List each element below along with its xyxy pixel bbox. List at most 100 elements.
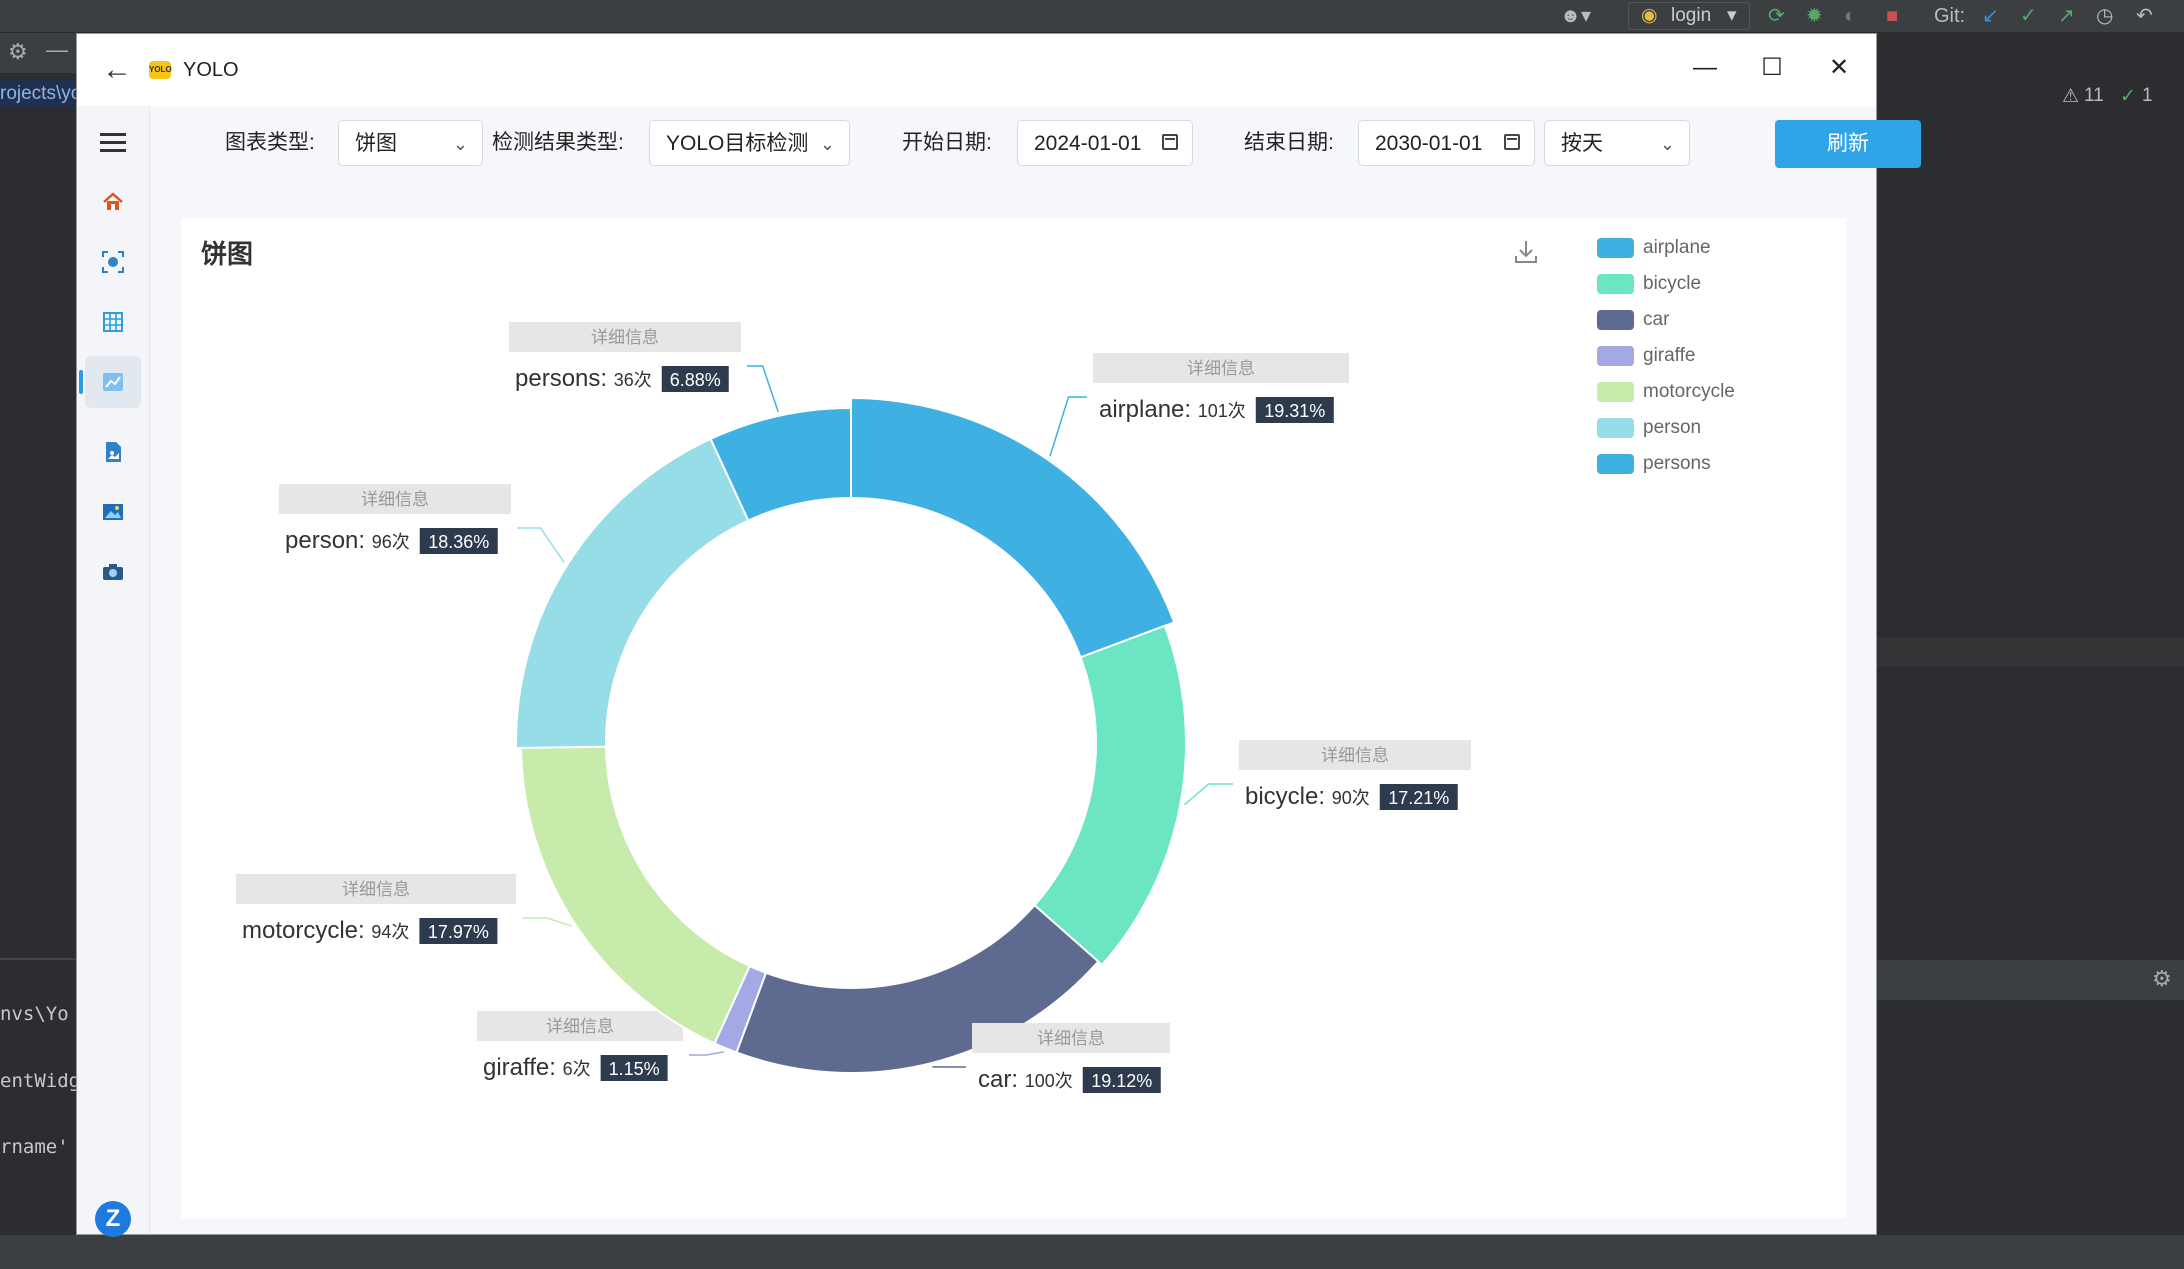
end-date-value: 2030-01-01 xyxy=(1375,132,1483,155)
label-text: airplane: 101次 xyxy=(1099,396,1246,423)
result-type-select[interactable]: YOLO目标检测 ⌄ xyxy=(649,120,850,166)
percent-badge-bg xyxy=(1082,1067,1161,1093)
legend-label: person xyxy=(1643,417,1702,438)
close-button[interactable]: ✕ xyxy=(1828,54,1850,81)
label-header-bg xyxy=(972,1023,1170,1053)
legend-swatch xyxy=(1597,310,1634,330)
legend-swatch xyxy=(1597,346,1634,366)
history-icon[interactable]: ◷ xyxy=(2096,5,2114,27)
python-icon: ◉ xyxy=(1641,5,1658,26)
code-line: entWidg xyxy=(0,1070,77,1092)
ide-status-bar xyxy=(0,1235,2184,1269)
download-icon[interactable] xyxy=(1512,238,1540,266)
leader-line xyxy=(689,1051,725,1056)
label-header: 详细信息 xyxy=(591,328,659,347)
sidebar-item-video[interactable] xyxy=(85,546,141,598)
maximize-button[interactable]: ☐ xyxy=(1761,54,1783,81)
git-commit-icon[interactable]: ✓ xyxy=(2020,5,2037,27)
chart-title: 饼图 xyxy=(201,239,254,269)
hamburger-icon xyxy=(100,128,126,157)
sidebar-item-home[interactable] xyxy=(85,176,141,228)
refresh-button[interactable]: 刷新 xyxy=(1775,120,1921,168)
sidebar: Z xyxy=(77,106,150,1237)
git-update-icon[interactable]: ↙ xyxy=(1982,5,1999,27)
chevron-down-icon: ⌄ xyxy=(819,134,835,154)
rerun-icon[interactable]: ⟳ xyxy=(1768,5,1785,27)
legend-label: motorcycle xyxy=(1643,381,1735,402)
project-path: rojects\yo xyxy=(0,80,77,108)
minimize-button[interactable]: — xyxy=(1693,54,1717,81)
label-text: persons: 36次 xyxy=(515,365,652,392)
slice-persons xyxy=(709,406,852,522)
back-arrow-icon[interactable]: ← xyxy=(102,53,132,86)
sidebar-item-chart[interactable] xyxy=(79,356,141,408)
percent-badge: 1.15% xyxy=(609,1059,660,1079)
chart-type-value: 饼图 xyxy=(355,132,397,155)
ide-editor-strip xyxy=(0,33,77,1269)
percent-badge: 18.36% xyxy=(428,532,489,552)
label-header: 详细信息 xyxy=(361,490,429,509)
title-bar: ← YOLO YOLO — ☐ ✕ xyxy=(77,34,1876,106)
home-icon xyxy=(103,192,123,210)
code-line: rname' xyxy=(0,1136,69,1158)
menu-toggle-button[interactable] xyxy=(85,116,141,168)
chevron-down-icon: ▾ xyxy=(1727,5,1737,26)
chart-panel: 饼图 airplane bicycle car giraffe motorcycle pe… xyxy=(181,218,1846,1218)
label-text: motorcycle: 94次 xyxy=(242,917,409,944)
warning-icon: ⚠ xyxy=(2062,86,2080,107)
percent-badge-bg xyxy=(419,918,498,944)
run-config-dropdown[interactable]: ◉ login ▾ xyxy=(1628,2,1750,30)
granularity-value: 按天 xyxy=(1561,132,1603,155)
chart-type-label: 图表类型: xyxy=(225,131,315,154)
app-logo: YOLO xyxy=(149,61,172,79)
debug-icon[interactable]: ✹ xyxy=(1806,5,1823,27)
start-date-value: 2024-01-01 xyxy=(1034,132,1142,155)
chart-type-select[interactable]: 饼图 ⌄ xyxy=(338,120,483,166)
slice-label-person: 详细信息 person: 96次 18.36% xyxy=(279,484,511,554)
calendar-icon[interactable] xyxy=(1162,134,1178,150)
slice-motorcycle xyxy=(520,745,751,1045)
percent-badge: 17.21% xyxy=(1388,788,1449,808)
calendar-icon[interactable] xyxy=(1504,134,1520,150)
slice-label-motorcycle: 详细信息 motorcycle: 94次 17.97% xyxy=(236,874,516,944)
granularity-select[interactable]: 按天 ⌄ xyxy=(1544,120,1690,166)
sidebar-item-image[interactable] xyxy=(85,426,141,478)
end-date-input[interactable]: 2030-01-01 xyxy=(1358,120,1535,166)
gear-icon[interactable]: ⚙ xyxy=(8,39,28,64)
git-push-icon[interactable]: ↗ xyxy=(2058,5,2075,27)
label-header-bg xyxy=(236,874,516,904)
legend-label: car xyxy=(1643,309,1670,330)
slice-label-persons: 详细信息 persons: 36次 6.88% xyxy=(509,322,741,392)
code-line: nvs\Yo xyxy=(0,1003,69,1025)
label-header-bg xyxy=(279,484,511,514)
legend-swatch xyxy=(1597,238,1634,258)
slice-label-car: 详细信息 car: 100次 19.12% xyxy=(972,1023,1170,1093)
sidebar-item-detect[interactable] xyxy=(85,236,141,288)
legend-label: persons xyxy=(1643,453,1711,474)
z-logo-icon[interactable]: Z xyxy=(95,1201,131,1237)
run-config-label: login xyxy=(1671,5,1712,26)
minimize-icon[interactable]: — xyxy=(46,37,68,62)
slice-label-airplane: 详细信息 airplane: 101次 19.31% xyxy=(1093,353,1349,423)
ide-bottom-toolbar: ⚙ xyxy=(1876,960,2184,1000)
leader-line xyxy=(1049,396,1087,457)
start-date-input[interactable]: 2024-01-01 xyxy=(1017,120,1193,166)
ide-project-toolbar: ⚙ — xyxy=(0,33,77,73)
rollback-icon[interactable]: ↶ xyxy=(2136,5,2153,27)
legend-label: airplane xyxy=(1643,237,1711,258)
percent-badge: 19.12% xyxy=(1091,1071,1152,1091)
sidebar-item-gallery[interactable] xyxy=(85,486,141,538)
warning-count: 11 xyxy=(2084,85,2104,106)
percent-badge-bg xyxy=(1255,397,1334,423)
user-icon[interactable]: ☻▾ xyxy=(1560,5,1592,27)
slice-airplane xyxy=(850,396,1176,659)
leader-line xyxy=(747,365,779,413)
stop-icon[interactable]: ■ xyxy=(1886,5,1899,27)
result-type-value: YOLO目标检测 xyxy=(666,132,809,155)
legend-swatch xyxy=(1597,382,1634,402)
label-text: car: 100次 xyxy=(978,1066,1073,1093)
coverage-icon[interactable]: ◐ xyxy=(1844,5,1857,27)
gear-icon[interactable]: ⚙ xyxy=(2152,966,2172,991)
sidebar-item-table[interactable] xyxy=(85,296,141,348)
divider xyxy=(0,958,77,960)
